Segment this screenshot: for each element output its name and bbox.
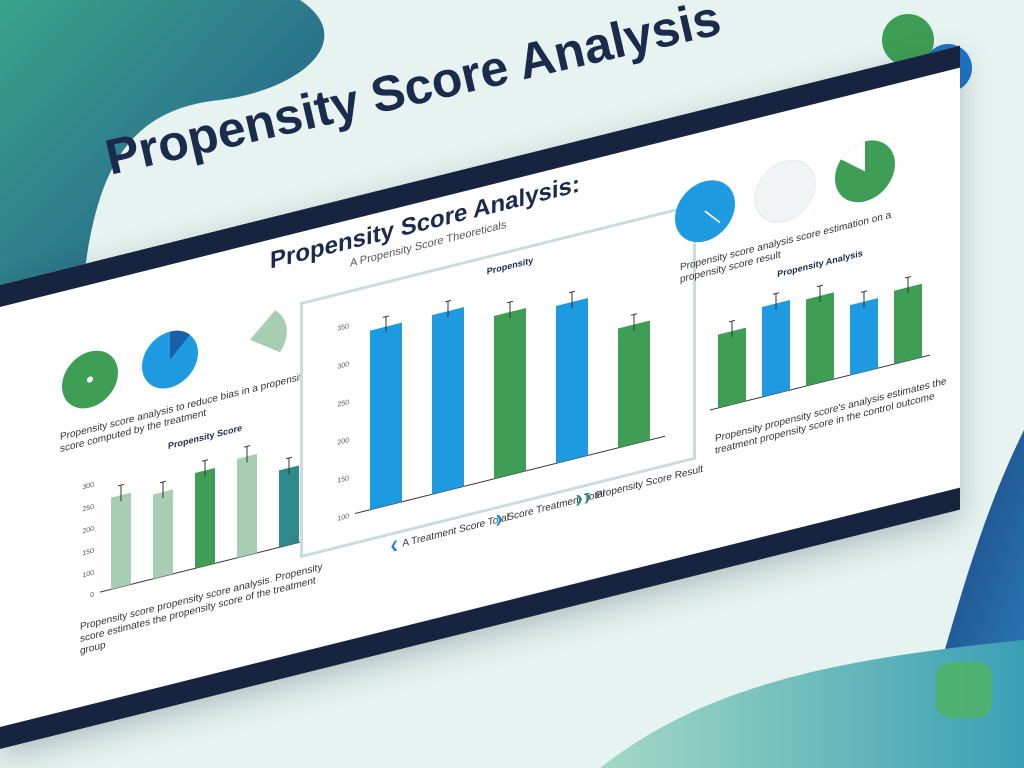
y-tick-label: 100: [82, 569, 94, 580]
light-pie-icon: [250, 310, 287, 353]
error-cap: [569, 290, 575, 294]
error-cap: [905, 276, 911, 279]
bar: [370, 322, 402, 510]
error-cap: [286, 456, 292, 460]
green-gem: [936, 662, 992, 718]
y-tick-label: 200: [337, 436, 349, 447]
bar: [806, 292, 834, 387]
bar: [279, 465, 299, 548]
error-cap: [445, 299, 451, 303]
right-chart: Propensity Analysis: [710, 248, 930, 411]
y-tick-label: 250: [337, 398, 349, 409]
y-tick-label: 0: [90, 591, 94, 600]
error-cap: [160, 480, 166, 484]
y-tick-label: 150: [337, 474, 349, 485]
error-cap: [729, 319, 735, 323]
left-pie-row: [62, 310, 287, 409]
error-cap: [202, 459, 208, 462]
left-chart: Propensity Score 0 100 150 200 250 300: [82, 423, 310, 600]
error-cap: [507, 300, 513, 304]
bar: [494, 307, 526, 479]
error-cap: [773, 292, 779, 295]
green-dot: [882, 14, 934, 66]
board-panel: Propensity Score Analysis: A Propensity …: [0, 45, 960, 749]
error-cap: [817, 284, 823, 288]
bar: [718, 327, 746, 408]
y-tick-label: 250: [82, 503, 94, 514]
y-tick-label: 200: [82, 525, 94, 536]
chevron-right-icon: ❯: [495, 513, 504, 527]
error-cap: [383, 315, 389, 318]
chevron-left-icon: ❮: [390, 539, 399, 553]
bar: [237, 453, 257, 558]
bar: [618, 320, 650, 448]
bar: [432, 307, 464, 495]
bar: [850, 298, 878, 376]
right-pie-row: [675, 140, 895, 243]
y-tick-label: 150: [82, 547, 94, 558]
y-tick-label: 100: [337, 512, 349, 523]
y-tick-label: 300: [82, 481, 94, 492]
error-cap: [861, 290, 867, 293]
error-cap: [244, 445, 250, 448]
y-tick-label: 300: [337, 360, 349, 371]
double-chevron-icon: ❯❯: [575, 491, 592, 507]
bar: [153, 489, 173, 579]
light-gauge-icon: [754, 159, 816, 223]
error-cap: [631, 313, 637, 316]
chart-title: Propensity: [487, 255, 534, 277]
center-chart: Propensity 100 150 200 250 300 350: [337, 255, 665, 523]
bar: [894, 283, 922, 365]
chart-title: Propensity Score: [168, 423, 242, 451]
bar: [111, 492, 131, 590]
bar: [556, 297, 588, 464]
error-cap: [118, 483, 124, 487]
y-tick-label: 350: [337, 322, 349, 333]
bar: [762, 300, 790, 398]
bar: [195, 468, 215, 569]
